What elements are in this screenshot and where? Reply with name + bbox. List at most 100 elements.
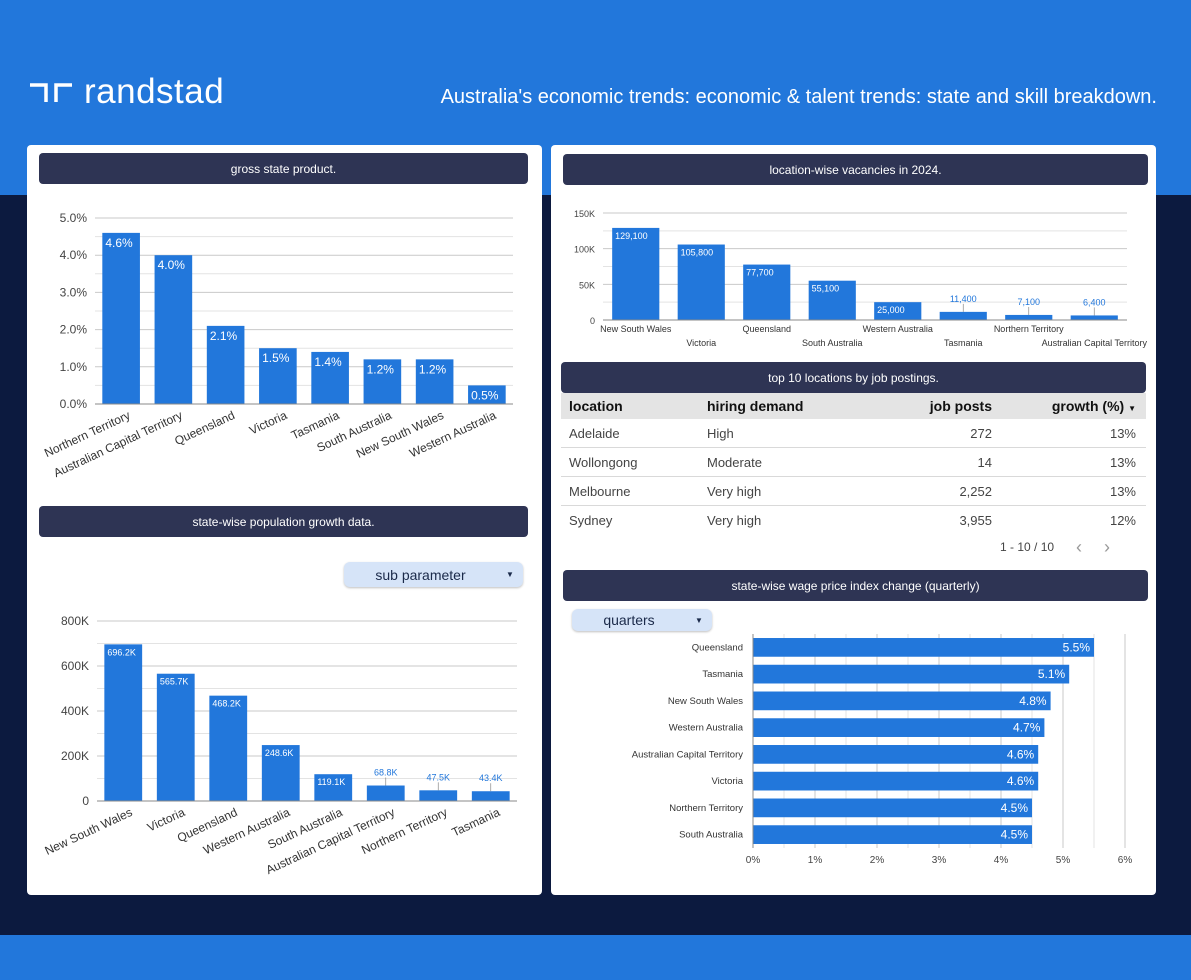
col-demand-header[interactable]: hiring demand bbox=[707, 398, 804, 414]
x-tick-label: 1% bbox=[808, 855, 823, 866]
cell-demand: Very high bbox=[707, 483, 762, 499]
sub-parameter-dropdown[interactable]: sub parameter ▼ bbox=[344, 562, 523, 587]
bar bbox=[471, 791, 510, 801]
bar bbox=[104, 644, 143, 801]
cell-growth: 13% bbox=[1109, 454, 1136, 470]
y-tick-label: 400K bbox=[61, 704, 89, 718]
y-category-label: Victoria bbox=[711, 776, 743, 787]
x-category-label: Western Australia bbox=[863, 324, 933, 334]
table-row[interactable]: Adelaide High 272 13% bbox=[561, 419, 1146, 448]
data-label: 55,100 bbox=[812, 284, 840, 294]
y-tick-label: 3.0% bbox=[60, 285, 88, 299]
x-category-label: New South Wales bbox=[43, 805, 135, 858]
bar bbox=[314, 774, 353, 801]
cell-location: Sydney bbox=[569, 513, 613, 528]
bar bbox=[753, 798, 1032, 818]
data-label: 2.1% bbox=[210, 329, 238, 343]
gsp-bar-chart: 0.0%1.0%2.0%3.0%4.0%5.0%4.6%Northern Ter… bbox=[42, 211, 513, 480]
table-row[interactable]: Melbourne Very high 2,252 13% bbox=[561, 477, 1146, 506]
table-row[interactable]: Sydney Very high 3,955 12% bbox=[561, 506, 1146, 535]
vacancies-bar-chart: 0 50K 100K 150K 129,100 New South Wales 105,80… bbox=[574, 209, 1148, 348]
x-category-label: Tasmania bbox=[944, 338, 983, 348]
x-tick-label: 0% bbox=[746, 855, 761, 866]
bar bbox=[612, 227, 660, 320]
x-category-label: Western Australia bbox=[407, 408, 498, 460]
x-category-label: New South Wales bbox=[600, 324, 672, 334]
data-label: 4.5% bbox=[1001, 828, 1029, 842]
y-tick-label: 2.0% bbox=[60, 323, 88, 337]
data-label: 4.5% bbox=[1001, 801, 1029, 815]
bar bbox=[1005, 314, 1053, 320]
bar bbox=[366, 785, 405, 801]
x-category-label: Northern Territory bbox=[994, 324, 1064, 334]
chevron-left-icon[interactable]: ‹ bbox=[1076, 536, 1083, 557]
x-category-label: Victoria bbox=[686, 338, 716, 348]
cell-demand: Very high bbox=[707, 513, 762, 528]
col-posts-header[interactable]: job posts bbox=[929, 398, 992, 414]
bar bbox=[156, 673, 195, 801]
y-category-label: Northern Territory bbox=[669, 803, 743, 814]
chevron-right-icon[interactable]: › bbox=[1104, 536, 1111, 557]
quarters-dropdown[interactable]: quarters ▼ bbox=[572, 609, 712, 631]
y-tick-label: 50K bbox=[579, 280, 595, 290]
bar bbox=[874, 302, 922, 320]
bar bbox=[753, 638, 1094, 657]
bar bbox=[753, 718, 1045, 737]
cell-growth: 12% bbox=[1109, 513, 1136, 528]
population-section-header: state-wise population growth data. bbox=[39, 506, 528, 537]
x-category-label: Queensland bbox=[742, 324, 791, 334]
sub-parameter-label: sub parameter bbox=[375, 566, 466, 583]
y-tick-label: 0.0% bbox=[60, 397, 88, 411]
data-label: 1.5% bbox=[262, 351, 290, 365]
data-label: 1.4% bbox=[314, 355, 342, 369]
data-label: 696.2K bbox=[107, 647, 136, 657]
table-pagination: 1 - 10 / 10 ‹ › bbox=[1000, 537, 1150, 557]
sort-desc-icon: ▼ bbox=[1128, 404, 1136, 413]
y-tick-label: 0 bbox=[590, 316, 595, 326]
cell-growth: 13% bbox=[1109, 425, 1136, 441]
cell-demand: Moderate bbox=[707, 454, 762, 470]
x-tick-label: 4% bbox=[994, 855, 1009, 866]
data-label: 68.8K bbox=[374, 768, 398, 778]
col-location-header[interactable]: location bbox=[569, 398, 623, 414]
y-tick-label: 5.0% bbox=[60, 211, 88, 225]
quarters-label: quarters bbox=[603, 612, 655, 628]
data-label: 4.6% bbox=[1007, 774, 1035, 788]
bar bbox=[261, 745, 300, 801]
data-label: 4.6% bbox=[105, 236, 133, 250]
y-tick-label: 4.0% bbox=[60, 248, 88, 262]
vacancies-section-header: location-wise vacancies in 2024. bbox=[563, 154, 1148, 185]
bar bbox=[363, 359, 402, 404]
data-label: 4.6% bbox=[1007, 747, 1035, 761]
bar bbox=[468, 385, 506, 404]
chevron-down-icon: ▼ bbox=[695, 615, 703, 625]
chevron-down-icon: ▼ bbox=[506, 570, 514, 579]
bar bbox=[259, 348, 297, 404]
page-title: Australia's economic trends: economic & … bbox=[440, 86, 1157, 108]
bar bbox=[743, 264, 791, 320]
population-bar-chart: 0 200K 400K 600K 800K 696.2K New South Wales 56… bbox=[43, 614, 517, 877]
data-label: 468.2K bbox=[212, 699, 241, 709]
top10-table: location hiring demand job posts growth … bbox=[561, 393, 1146, 535]
y-tick-label: 0 bbox=[82, 794, 89, 808]
randstad-logo: randstad bbox=[28, 72, 238, 112]
x-category-label: Tasmania bbox=[450, 805, 503, 840]
wage-bar-chart: 0% 1% 2% 3% 4% 5% 6% 5.5% Queensland 5.1% Tasmania… bbox=[632, 634, 1132, 866]
data-label: 565.7K bbox=[160, 677, 189, 687]
pagination-text: 1 - 10 / 10 bbox=[1000, 540, 1055, 554]
randstad-logo-icon bbox=[30, 83, 72, 102]
bar bbox=[209, 695, 248, 801]
cell-posts: 14 bbox=[977, 454, 992, 470]
cell-growth: 13% bbox=[1109, 483, 1136, 499]
col-growth-header[interactable]: growth (%) ▼ bbox=[992, 398, 1138, 414]
data-label: 1.2% bbox=[367, 362, 395, 376]
bar bbox=[677, 244, 725, 320]
x-category-label: South Australia bbox=[802, 338, 863, 348]
table-row[interactable]: Wollongong Moderate 14 13% bbox=[561, 448, 1146, 477]
y-category-label: South Australia bbox=[679, 830, 744, 841]
data-label: 11,400 bbox=[950, 294, 977, 304]
data-label: 47.5K bbox=[426, 772, 450, 782]
cell-demand: High bbox=[707, 425, 734, 441]
y-category-label: New South Wales bbox=[668, 696, 743, 707]
data-label: 6,400 bbox=[1083, 297, 1106, 307]
